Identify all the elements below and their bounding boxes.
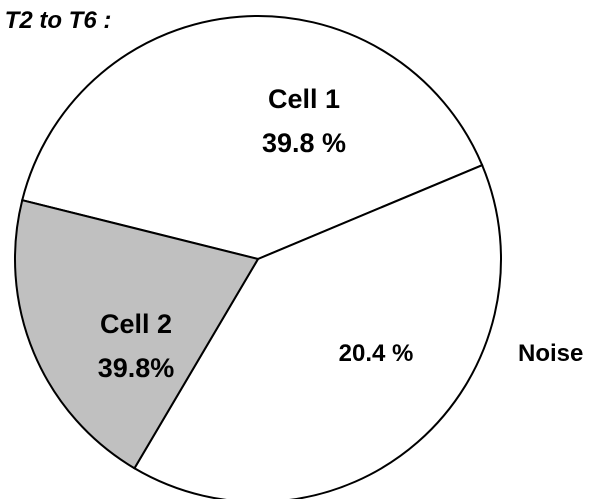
slice-value-label-cell-1: 39.8 %: [262, 128, 346, 158]
chart-title: t T2 to T6 :: [0, 7, 111, 34]
pie-slice-cell-1: [133, 163, 502, 499]
slice-name-label-cell-1: Cell 1: [268, 84, 340, 114]
slice-name-label-cell-2: Cell 2: [100, 309, 172, 339]
slice-value-label-noise: 20.4 %: [339, 340, 414, 367]
slice-value-label-cell-2: 39.8%: [98, 353, 175, 383]
pie-slices: [14, 15, 502, 499]
pie-slice-cell-2: [21, 15, 484, 261]
slice-outside-label-noise: Noise: [518, 340, 583, 367]
pie-labels: Cell 1 39.8 % Cell 2 39.8% 20.4 % Noise: [98, 84, 584, 383]
pie-slice-noise: [14, 198, 260, 470]
